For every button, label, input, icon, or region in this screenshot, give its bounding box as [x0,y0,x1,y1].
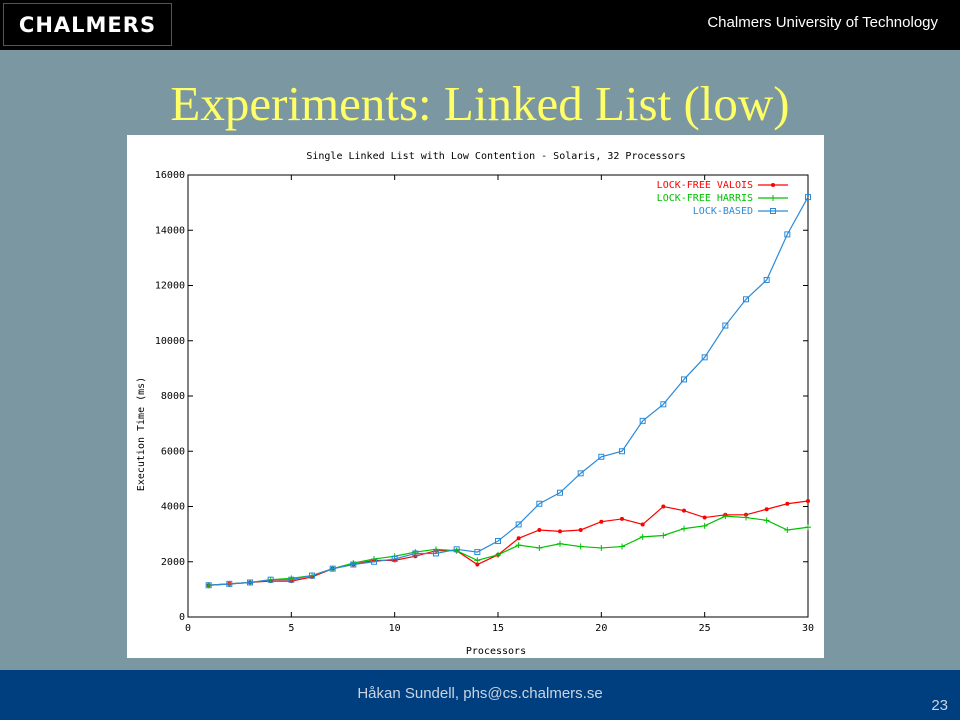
data-point-lock-based [515,521,522,528]
data-point-lock-free-harris [536,544,543,551]
y-tick-label: 14000 [155,225,185,236]
author-credit: Håkan Sundell, phs@cs.chalmers.se [357,685,603,702]
data-point-lock-based [557,489,563,496]
data-point-lock-based [329,565,336,572]
y-tick-label: 16000 [155,170,185,181]
data-point-lock-free-harris [805,524,811,531]
legend-marker-lock-based [770,208,776,214]
data-point-lock-based [453,546,460,553]
x-tick-label: 5 [288,623,294,634]
top-bar: CHALMERS Chalmers University of Technolo… [0,0,960,50]
data-point-lock-based [391,555,398,562]
data-point-lock-free-harris [660,532,667,539]
data-point-lock-free-harris [722,513,729,520]
data-point-lock-free-harris [515,542,522,549]
data-point-lock-based [784,231,791,238]
data-point-lock-free-harris [557,540,563,547]
chart-title: Single Linked List with Low Contention -… [306,151,685,162]
chart-panel: Single Linked List with Low Contention -… [127,135,824,658]
chalmers-logo: CHALMERS [3,3,172,46]
data-point-lock-free-harris [681,525,687,532]
plot-frame [187,174,809,618]
data-point-lock-based [805,194,811,201]
data-point-lock-free-valois [537,527,542,532]
legend-marker-lock-free-valois [771,183,775,187]
series-line-lock-based [208,196,809,586]
data-point-lock-based [267,576,274,583]
y-tick-label: 12000 [155,281,185,292]
data-point-lock-free-valois [702,515,707,520]
footer-bar: Håkan Sundell, phs@cs.chalmers.se 23 [0,670,960,720]
x-tick-label: 20 [595,623,607,634]
data-point-lock-free-valois [785,501,790,506]
data-point-lock-based [371,558,377,565]
data-point-lock-based [598,453,605,460]
slide-title: Experiments: Linked List (low) [170,76,790,131]
series-line-lock-free-harris [208,515,809,586]
x-tick-label: 30 [802,623,814,634]
legend-marker-lock-free-harris [770,195,776,201]
y-tick-label: 2000 [161,557,185,568]
y-tick-label: 8000 [161,391,185,402]
line-chart: Single Linked List with Low Contention -… [136,151,814,657]
data-point-lock-based [536,500,543,507]
data-point-lock-based [681,376,687,383]
data-point-lock-based [226,580,233,587]
data-point-lock-based [412,550,419,557]
data-point-lock-based [619,448,625,455]
data-point-lock-based [350,561,357,568]
x-tick-label: 25 [699,623,711,634]
data-point-lock-free-valois [682,508,686,513]
x-tick-label: 0 [185,623,191,634]
data-point-lock-based [474,549,481,556]
legend-label-lock-based: LOCK-BASED [693,206,753,217]
data-point-lock-free-valois [516,536,521,541]
data-point-lock-free-valois [475,562,480,567]
x-axis-label: Processors [466,646,526,657]
legend-label-lock-free-valois: LOCK-FREE VALOIS [657,180,753,191]
university-name: Chalmers University of Technology [707,14,938,31]
data-point-lock-free-valois [640,522,645,527]
data-point-lock-free-harris [619,543,625,550]
data-point-lock-based [205,582,212,589]
y-tick-label: 6000 [161,446,185,457]
data-point-lock-based [288,576,295,583]
page-number: 23 [931,697,948,714]
data-point-lock-free-harris [577,543,584,550]
x-tick-label: 15 [492,623,504,634]
data-point-lock-free-harris [784,526,791,533]
y-tick-label: 10000 [155,336,185,347]
data-point-lock-free-valois [764,507,769,512]
y-axis-label: Execution Time (ms) [136,377,147,491]
series-line-lock-free-valois [208,500,809,586]
data-point-lock-free-harris [639,533,646,540]
data-point-lock-free-harris [598,544,605,551]
data-point-lock-free-harris [743,514,749,521]
data-point-lock-free-harris [701,522,708,529]
data-point-lock-based [577,470,584,477]
data-point-lock-based [763,276,770,283]
data-point-lock-based [722,322,729,329]
data-point-lock-based [309,572,315,579]
data-point-lock-free-harris [763,517,770,524]
data-point-lock-free-harris [474,557,481,564]
data-point-lock-free-valois [558,529,562,534]
data-point-lock-free-valois [661,504,666,509]
x-tick-label: 10 [389,623,401,634]
y-tick-label: 4000 [161,502,185,513]
data-point-lock-free-valois [620,516,624,521]
y-tick-label: 0 [179,612,185,623]
data-point-lock-based [433,550,439,557]
data-point-lock-based [743,296,749,303]
data-point-lock-based [495,538,501,545]
data-point-lock-based [701,354,708,361]
data-point-lock-based [247,579,253,586]
data-point-lock-free-valois [806,498,810,503]
data-point-lock-free-valois [599,519,604,524]
legend-label-lock-free-harris: LOCK-FREE HARRIS [657,193,753,204]
data-point-lock-based [660,401,667,408]
data-point-lock-free-valois [578,527,583,532]
data-point-lock-free-harris [495,551,501,558]
data-point-lock-based [639,417,646,424]
